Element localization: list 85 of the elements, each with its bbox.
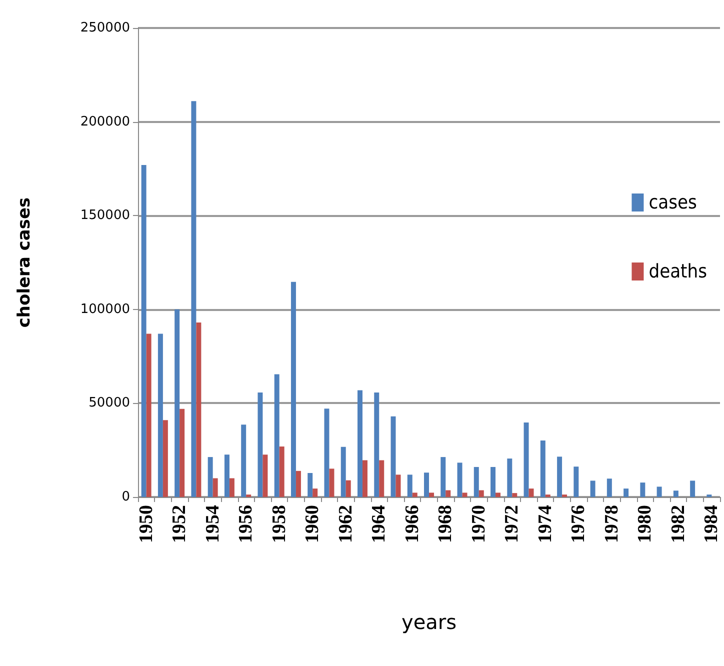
bar: [379, 460, 384, 497]
bar: [141, 164, 146, 497]
y-tick-label: 250000: [80, 20, 130, 36]
bar: [640, 482, 646, 497]
x-tick-label: 1982: [668, 505, 689, 543]
legend-label: deaths: [648, 260, 708, 282]
bar: [180, 408, 185, 497]
bar: [329, 468, 334, 497]
bar: [540, 440, 546, 497]
bar: [374, 392, 380, 497]
y-tick-label: 150000: [80, 208, 130, 224]
x-tick-label: 1970: [468, 505, 490, 543]
bar: [212, 478, 218, 497]
y-tick-label: 0: [122, 490, 130, 504]
x-tick-label: 1950: [136, 505, 157, 543]
bar: [490, 466, 496, 497]
bar: [146, 334, 152, 497]
x-tick-label: 1952: [169, 505, 190, 543]
bar: [673, 490, 678, 497]
bar: [496, 492, 501, 497]
bar: [457, 462, 462, 497]
y-tick-label: 200000: [80, 114, 130, 130]
bar: [258, 392, 263, 497]
bar: [279, 446, 284, 497]
bar: [357, 390, 362, 497]
bar: [528, 488, 534, 497]
x-tick-label: 1966: [402, 505, 423, 543]
bar: [446, 490, 451, 497]
bar: [312, 488, 318, 497]
bar: [208, 457, 213, 497]
bar: [196, 322, 202, 497]
x-tick-label: 1972: [502, 505, 523, 543]
x-axis-title: years: [401, 610, 457, 634]
bar: [162, 420, 168, 497]
x-tick-label: 1958: [268, 505, 290, 543]
bar: [224, 454, 230, 497]
bar: [624, 488, 629, 497]
legend-label: cases: [648, 192, 698, 214]
bar: [574, 466, 579, 497]
x-tick-label: 1968: [435, 505, 456, 543]
bar: [656, 486, 662, 497]
bar: [507, 458, 512, 497]
bar: [362, 460, 368, 497]
bar: [557, 456, 562, 497]
x-tick-label: 1954: [202, 504, 224, 543]
bar: [524, 422, 529, 497]
bar: [474, 466, 479, 497]
bar: [191, 101, 196, 497]
bar: [346, 480, 351, 497]
bar: [440, 457, 446, 497]
x-tick-label: 1980: [634, 505, 656, 543]
bar: [424, 472, 429, 497]
bar: [690, 480, 696, 497]
y-tick-label: 100000: [80, 302, 130, 317]
bar: [462, 492, 468, 497]
bar: [324, 408, 330, 497]
bar: [340, 446, 346, 497]
bar: [429, 492, 434, 497]
bar: [296, 470, 301, 497]
x-tick-label: 1962: [335, 505, 356, 543]
bar: [512, 493, 518, 497]
bar: [274, 374, 280, 497]
bar: [390, 416, 396, 497]
bar: [407, 474, 412, 497]
y-axis-title: cholera cases: [14, 197, 34, 328]
bar: [590, 480, 596, 497]
bar: [396, 474, 401, 497]
bar: [229, 478, 234, 497]
bar: [606, 478, 612, 497]
bar: [308, 472, 313, 497]
bar: [478, 490, 484, 497]
x-tick-label: 1976: [568, 505, 590, 543]
bar: [262, 454, 268, 497]
x-tick-label: 1978: [601, 505, 622, 543]
bar: [241, 424, 246, 497]
x-tick-label: 1956: [236, 505, 257, 543]
x-tick-label: 1974: [534, 504, 556, 543]
bar: [158, 334, 163, 497]
bar: [290, 282, 296, 497]
bar: [412, 492, 418, 497]
x-tick-label: 1960: [302, 505, 324, 543]
x-tick-label: 1984: [701, 504, 722, 543]
y-tick-label: 50000: [88, 396, 130, 411]
bar: [174, 309, 180, 497]
x-tick-label: 1964: [368, 504, 390, 543]
